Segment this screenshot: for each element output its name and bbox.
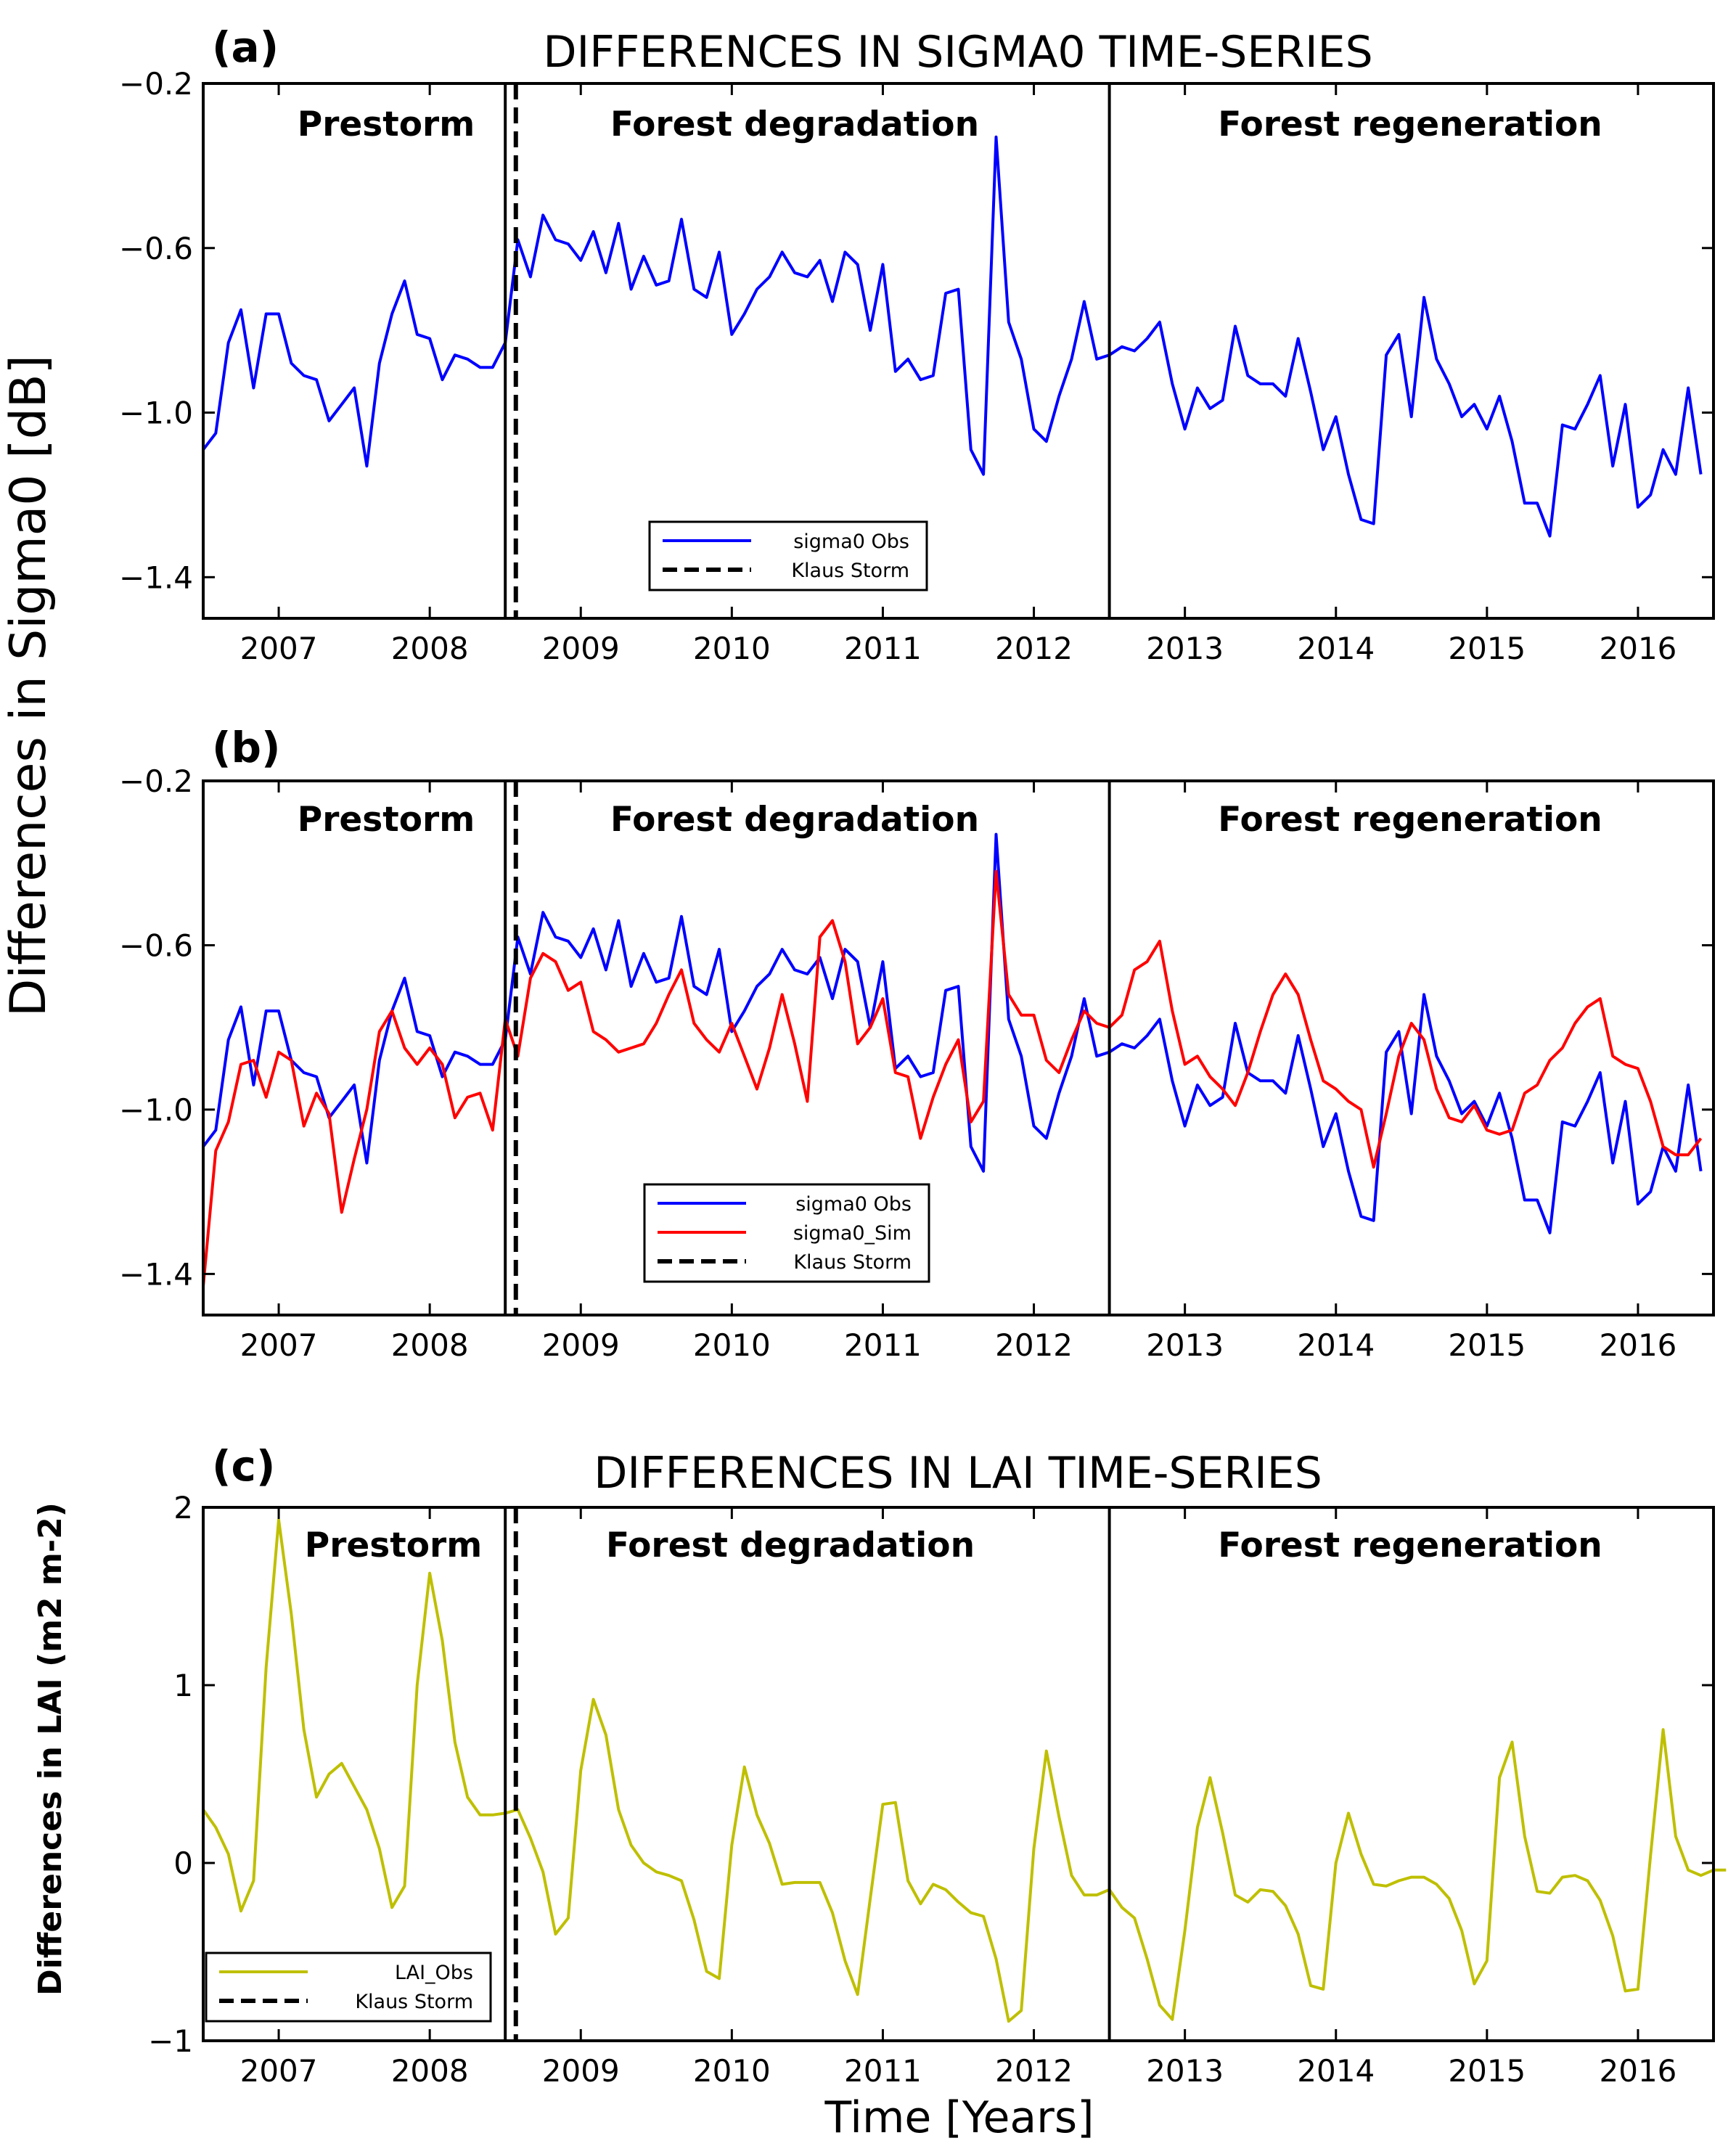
shared-y-axis-label: Differences in Sigma0 [dB]: [0, 355, 57, 1017]
x-tick-label: 2007: [240, 2053, 318, 2089]
x-tick-label: 2009: [542, 2053, 620, 2089]
x-tick-label: 2010: [693, 2053, 771, 2089]
x-tick-label: 2014: [1297, 631, 1375, 666]
x-tick-label: 2015: [1448, 2053, 1526, 2089]
x-tick-label: 2012: [995, 2053, 1073, 2089]
series-line-sim: [202, 869, 1703, 1287]
x-tick-label: 2012: [995, 1327, 1073, 1363]
legend-entry: sigma0 Obs: [793, 531, 909, 553]
panel-label: (b): [212, 723, 281, 772]
x-tick-label: 2013: [1146, 631, 1224, 666]
x-tick-label: 2008: [391, 631, 469, 666]
series-line-obs: [202, 832, 1703, 1234]
y-tick-label: −1.0: [119, 396, 193, 431]
x-tick-label: 2007: [240, 631, 318, 666]
axes-frame: [202, 779, 1715, 1316]
region-label: Forest degradation: [610, 800, 979, 840]
region-label: Forest regeneration: [1218, 1525, 1602, 1565]
y-tick-label: −1.4: [119, 1256, 193, 1292]
legend: LAI_Obs Klaus Storm: [205, 1952, 492, 2023]
x-tick-label: 2014: [1297, 1327, 1375, 1363]
legend-entry: sigma0_Sim: [793, 1222, 912, 1245]
panel-a: 2007 2008 2009 2010 2011 2012 2013 2014 2015 2016…: [119, 22, 1715, 666]
panel-b: 2007 2008 2009 2010 2011 2012 2013 2014 2015 2016…: [119, 723, 1715, 1363]
x-tick-label: 2009: [542, 631, 620, 666]
x-tick-label: 2015: [1448, 1327, 1526, 1363]
x-tick-label: 2013: [1146, 1327, 1224, 1363]
x-tick-label: 2008: [391, 1327, 469, 1363]
region-label: Forest regeneration: [1218, 800, 1602, 840]
x-tick-label: 2016: [1600, 2053, 1677, 2089]
panel-label: (c): [212, 1441, 275, 1491]
x-tick-label: 2014: [1297, 2053, 1375, 2089]
x-tick-label: 2013: [1146, 2053, 1224, 2089]
region-label: Forest regeneration: [1218, 105, 1602, 144]
x-tick-label: 2016: [1600, 1327, 1677, 1363]
x-tick-label: 2010: [693, 631, 771, 666]
axes-frame: [202, 82, 1715, 620]
y-tick-label: −0.6: [119, 231, 193, 266]
region-label: Forest degradation: [610, 105, 979, 144]
legend-entry: Klaus Storm: [355, 1991, 473, 2013]
x-tick-label: 2007: [240, 1327, 318, 1363]
x-tick-label: 2011: [844, 2053, 922, 2089]
panel-title: DIFFERENCES IN SIGMA0 TIME-SERIES: [543, 27, 1372, 78]
region-label: Forest degradation: [606, 1525, 975, 1565]
region-label: Prestorm: [298, 800, 475, 840]
y-tick-label: −1.0: [119, 1092, 193, 1128]
panel-label: (a): [212, 22, 279, 72]
legend-box: [205, 1952, 492, 2023]
x-axis-label: Time [Years]: [824, 2092, 1094, 2143]
legend-box: [648, 520, 928, 591]
x-tick-label: 2015: [1448, 631, 1526, 666]
x-tick-label: 2012: [995, 631, 1073, 666]
y-tick-label: −1: [148, 2023, 193, 2059]
lai-y-axis-label: Differences in LAI (m2 m-2): [32, 1502, 69, 1996]
region-label: Prestorm: [298, 105, 475, 144]
x-tick-label: 2008: [391, 2053, 469, 2089]
axes-frame: [202, 1506, 1715, 2042]
x-tick-label: 2016: [1600, 631, 1677, 666]
region-label: Prestorm: [305, 1525, 482, 1565]
y-tick-label: −0.2: [119, 66, 193, 102]
x-tick-label: 2010: [693, 1327, 771, 1363]
panel-title: DIFFERENCES IN LAI TIME-SERIES: [594, 1448, 1322, 1499]
y-tick-label: −0.2: [119, 763, 193, 799]
legend-entry: Klaus Storm: [791, 560, 909, 582]
y-tick-label: 2: [173, 1490, 193, 1525]
legend-entry: Klaus Storm: [793, 1251, 912, 1274]
legend: sigma0 Obs sigma0_Sim Klaus Storm: [643, 1183, 930, 1283]
x-tick-label: 2009: [542, 1327, 620, 1363]
y-tick-label: −1.4: [119, 560, 193, 595]
x-tick-label: 2011: [844, 631, 922, 666]
legend: sigma0 Obs Klaus Storm: [648, 520, 928, 591]
y-tick-label: 1: [173, 1668, 193, 1703]
series-line-lai: [202, 1518, 1727, 2023]
y-tick-label: −0.6: [119, 927, 193, 963]
panel-c: 2007 2008 2009 2010 2011 2012 2013 2014 2015 2016…: [148, 1441, 1727, 2089]
x-tick-label: 2011: [844, 1327, 922, 1363]
series-line-obs: [202, 135, 1703, 538]
legend-entry: LAI_Obs: [395, 1962, 473, 1984]
legend-entry: sigma0 Obs: [795, 1193, 912, 1216]
y-tick-label: 0: [173, 1846, 193, 1881]
